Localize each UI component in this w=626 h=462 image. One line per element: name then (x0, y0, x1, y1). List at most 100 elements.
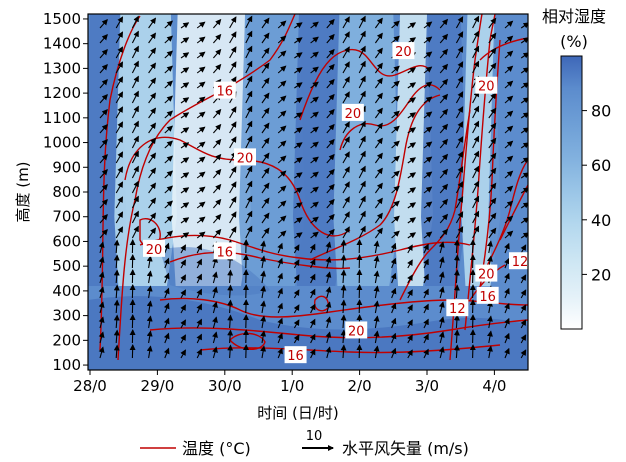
wind-arrow (520, 37, 528, 44)
wind-arrow (455, 121, 464, 134)
colorbar-tick-label: 60 (591, 156, 611, 175)
wind-arrow (245, 210, 253, 224)
wind-arrow (227, 269, 234, 284)
wind-arrow (374, 122, 383, 134)
wind-arrow (423, 258, 429, 269)
x-tick-label: 29/0 (141, 377, 175, 395)
wind-arrow (504, 242, 510, 254)
wind-arrow (520, 202, 528, 209)
wind-arrow (472, 30, 480, 44)
wind-arrow (342, 16, 350, 29)
contour-label: 16 (217, 85, 234, 100)
wind-arrow (504, 110, 514, 119)
wind-arrow (326, 168, 335, 179)
wind-arrow (325, 286, 332, 299)
wind-arrow (180, 52, 190, 59)
wind-arrow (373, 285, 380, 299)
wind-arrow (229, 226, 237, 239)
y-tick-label: 1200 (43, 84, 81, 102)
wind-arrow (148, 62, 157, 74)
wind-arrow (148, 227, 157, 239)
colorbar-title-line1: 相对湿度 (542, 7, 606, 26)
wind-arrow (358, 120, 366, 134)
wind-arrow (245, 75, 253, 89)
wind-arrow (277, 35, 287, 44)
wind-arrow (358, 135, 366, 149)
wind-arrow (98, 301, 105, 314)
wind-arrow (180, 304, 186, 314)
contour-label-bg (446, 299, 469, 317)
wind-arrow (277, 20, 287, 29)
wind-arrow (115, 91, 123, 104)
wind-arrow (423, 66, 433, 74)
wind-arrow (180, 319, 186, 329)
wind-arrow (131, 150, 139, 164)
wind-arrow (423, 303, 429, 314)
wind-arrow (113, 254, 120, 269)
wind-arrow (342, 76, 350, 89)
wind-arrow (504, 287, 510, 299)
wind-arrow (294, 232, 303, 239)
wind-arrow (520, 22, 528, 29)
wind-arrow (439, 63, 449, 74)
wind-arrow (391, 35, 400, 44)
wind-arrow (229, 181, 237, 194)
wind-arrow (488, 32, 497, 44)
wind-arrow (196, 141, 206, 149)
contour-label-bg (475, 76, 498, 94)
wind-arrow (148, 137, 157, 149)
wind-arrow (487, 330, 493, 344)
wind-arrow (358, 225, 366, 239)
wind-arrow (293, 244, 300, 254)
wind-arrow (504, 230, 514, 239)
wind-arrow (113, 344, 120, 359)
wind-arrow (180, 202, 190, 209)
wind-arrow (196, 81, 206, 89)
wind-arrow (520, 67, 528, 74)
wind-arrow (520, 127, 528, 134)
wind-arrow (407, 142, 417, 149)
wind-arrow (504, 65, 514, 74)
wind-arrow (180, 172, 190, 179)
x-tick-label: 4/0 (482, 377, 506, 395)
wind-arrow (439, 48, 449, 59)
wind-arrow (326, 153, 335, 164)
wind-arrow (439, 33, 449, 44)
wind-arrow (340, 314, 347, 329)
wind-arrow (212, 301, 218, 314)
wind-arrow (115, 121, 123, 134)
wind-arrow (391, 215, 400, 224)
wind-arrow (148, 17, 157, 29)
wind-arrow (113, 269, 120, 284)
wind-arrow (164, 95, 174, 104)
wind-arrow (504, 35, 514, 44)
wind-arrow (487, 315, 493, 329)
wind-arrow (309, 318, 316, 329)
wind-arrow (504, 200, 514, 209)
wind-arrow (374, 32, 383, 44)
wind-arrow (261, 92, 270, 104)
wind-arrow (309, 348, 316, 359)
wind-arrow (163, 257, 170, 269)
wind-arrow (520, 217, 528, 224)
wind-arrow (520, 244, 527, 254)
wind-arrow (99, 213, 108, 224)
wind-arrow (391, 230, 400, 239)
wind-arrow (407, 97, 417, 104)
wind-arrow (261, 32, 270, 44)
wind-arrow (180, 232, 190, 239)
wind-arrow (229, 46, 237, 59)
wind-arrow (358, 180, 366, 194)
wind-arrow (439, 123, 449, 134)
wind-arrow (455, 226, 464, 239)
wind-arrow (148, 47, 157, 59)
wind-arrow (148, 212, 157, 224)
wind-arrow (294, 67, 303, 74)
wind-arrow (196, 258, 202, 269)
wind-arrow (310, 36, 319, 44)
wind-arrow (439, 183, 449, 194)
wind-arrow (196, 126, 206, 134)
wind-arrow (407, 334, 413, 344)
wind-arrow (342, 31, 350, 44)
wind-arrow (455, 16, 464, 29)
